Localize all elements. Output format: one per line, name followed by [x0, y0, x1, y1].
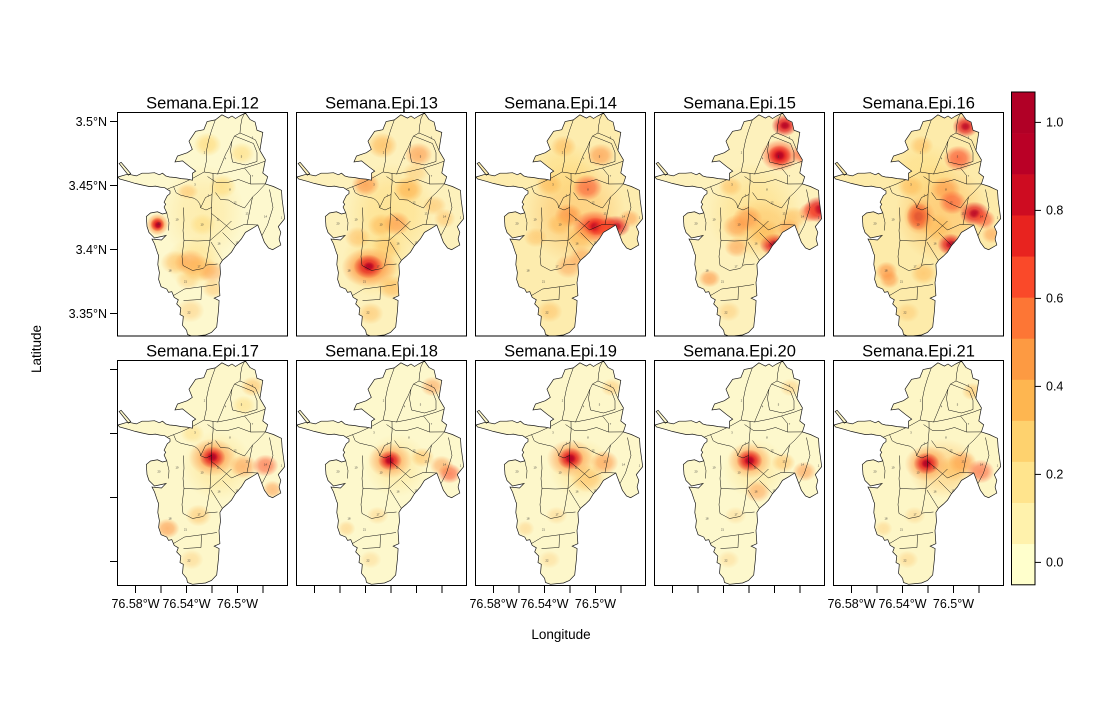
svg-text:76.5°W: 76.5°W	[575, 597, 616, 611]
svg-text:0.2: 0.2	[1046, 468, 1063, 482]
svg-text:Semana.Epi.18: Semana.Epi.18	[325, 343, 438, 361]
svg-text:76.54°W: 76.54°W	[162, 597, 210, 611]
svg-text:76.54°W: 76.54°W	[520, 597, 568, 611]
svg-text:Semana.Epi.14: Semana.Epi.14	[504, 95, 617, 113]
svg-text:76.5°W: 76.5°W	[933, 597, 974, 611]
svg-text:Semana.Epi.19: Semana.Epi.19	[504, 343, 617, 361]
svg-text:Latitude: Latitude	[29, 325, 44, 373]
svg-text:0.0: 0.0	[1046, 556, 1063, 570]
svg-text:Semana.Epi.21: Semana.Epi.21	[862, 343, 975, 361]
svg-text:0.4: 0.4	[1046, 380, 1063, 394]
svg-text:Semana.Epi.13: Semana.Epi.13	[325, 95, 438, 113]
svg-text:0.8: 0.8	[1046, 204, 1063, 218]
svg-text:0.6: 0.6	[1046, 292, 1063, 306]
svg-text:3.5°N: 3.5°N	[76, 115, 107, 129]
svg-text:Semana.Epi.16: Semana.Epi.16	[862, 95, 975, 113]
svg-text:Semana.Epi.20: Semana.Epi.20	[683, 343, 796, 361]
svg-text:76.5°W: 76.5°W	[217, 597, 258, 611]
svg-text:Longitude: Longitude	[531, 627, 590, 642]
svg-text:Semana.Epi.12: Semana.Epi.12	[146, 95, 259, 113]
svg-text:76.58°W: 76.58°W	[469, 597, 517, 611]
svg-text:76.58°W: 76.58°W	[111, 597, 159, 611]
svg-text:1.0: 1.0	[1046, 116, 1063, 130]
svg-text:Semana.Epi.15: Semana.Epi.15	[683, 95, 796, 113]
svg-text:3.45°N: 3.45°N	[69, 179, 107, 193]
svg-text:3.35°N: 3.35°N	[69, 307, 107, 321]
svg-text:3.4°N: 3.4°N	[76, 243, 107, 257]
svg-text:Semana.Epi.17: Semana.Epi.17	[146, 343, 259, 361]
svg-text:76.58°W: 76.58°W	[827, 597, 875, 611]
svg-text:76.54°W: 76.54°W	[878, 597, 926, 611]
